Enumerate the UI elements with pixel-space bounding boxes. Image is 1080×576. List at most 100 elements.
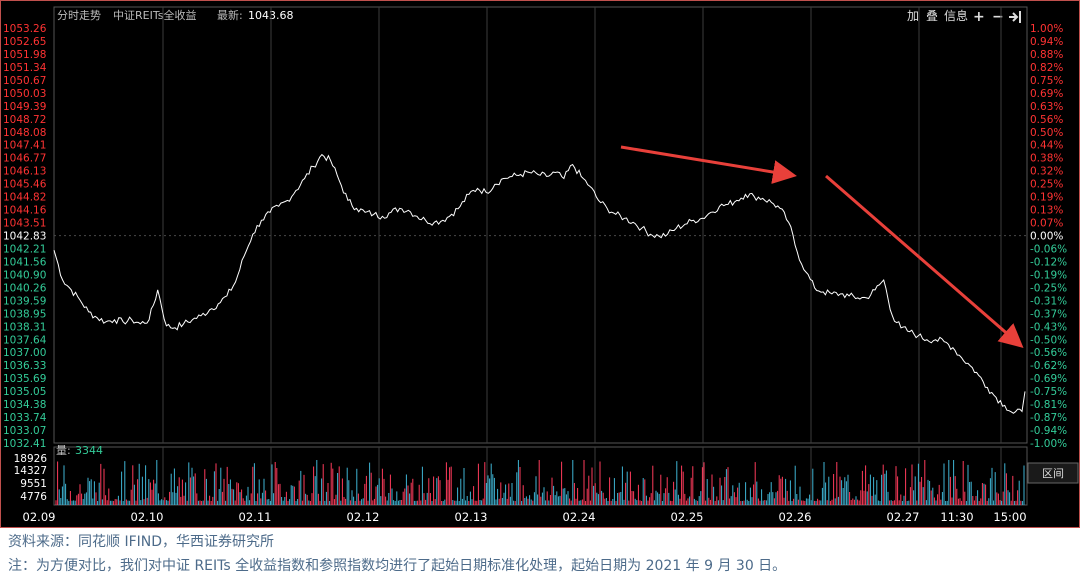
price-tick-label: 1047.41: [3, 140, 46, 152]
price-tick-label: 1046.77: [3, 153, 46, 165]
percent-tick-label: -0.43%: [1030, 321, 1067, 333]
percent-tick-label: -0.31%: [1030, 295, 1067, 307]
percent-tick-label: 0.19%: [1030, 192, 1063, 204]
percent-tick-label: -0.87%: [1030, 412, 1067, 424]
percent-tick-label: -0.25%: [1030, 282, 1067, 294]
percent-tick-label: -0.62%: [1030, 360, 1067, 372]
time-tick-label: 02.13: [455, 510, 488, 524]
volume-tick-label: 9551: [20, 478, 47, 490]
exit-arrow-icon[interactable]: [1009, 11, 1021, 23]
trend-arrows: [620, 145, 1024, 348]
price-tick-label: 1036.33: [3, 360, 46, 372]
time-tick-label: 02.26: [779, 510, 812, 524]
percent-tick-label: -0.81%: [1030, 399, 1067, 411]
price-tick-label: 1039.59: [3, 295, 46, 307]
price-tick-label: 1053.26: [3, 23, 47, 35]
volume-tick-label: 18926: [14, 453, 48, 465]
price-tick-label: 1035.05: [3, 386, 46, 398]
percent-tick-label: -0.19%: [1030, 269, 1067, 281]
percent-axis: 1.00%0.94%0.88%0.82%0.75%0.69%0.63%0.56%…: [1030, 23, 1067, 450]
time-tick-label: 02.25: [671, 510, 704, 524]
volume-tick-label: 14327: [14, 465, 47, 477]
time-tick-label: 02.12: [347, 510, 380, 524]
volume-bars: [55, 460, 1025, 505]
price-tick-label: 1037.00: [3, 347, 46, 359]
price-tick-label: 1041.56: [3, 256, 47, 268]
percent-tick-label: 0.94%: [1030, 36, 1063, 48]
percent-tick-label: -0.94%: [1030, 425, 1067, 437]
percent-tick-label: 0.82%: [1030, 62, 1063, 74]
percent-tick-label: 1.00%: [1030, 23, 1063, 35]
price-tick-label: 1044.16: [3, 205, 47, 217]
price-tick-label: 1033.07: [3, 425, 46, 437]
percent-tick-label: 0.13%: [1030, 205, 1063, 217]
price-line: [53, 153, 1026, 414]
price-tick-label: 1040.90: [3, 269, 46, 281]
percent-tick-label: -0.56%: [1030, 347, 1067, 359]
intraday-chart[interactable]: 分时走势 中证REITs全收益 最新: 1043.68 加 叠 信息 + − 1…: [1, 1, 1079, 527]
percent-tick-label: 0.75%: [1030, 75, 1063, 87]
percent-tick-label: 0.00%: [1030, 231, 1063, 243]
price-tick-label: 1048.08: [3, 127, 46, 139]
percent-tick-label: 0.88%: [1030, 49, 1063, 61]
overlay-button[interactable]: 叠: [926, 9, 938, 23]
price-tick-label: 1032.41: [3, 438, 46, 450]
percent-tick-label: 0.69%: [1030, 88, 1063, 100]
price-tick-label: 1034.38: [3, 399, 46, 411]
percent-tick-label: 0.63%: [1030, 101, 1063, 113]
mode-label: 分时走势: [57, 9, 101, 22]
percent-tick-label: -1.00%: [1030, 438, 1067, 450]
price-tick-label: 1052.65: [3, 36, 46, 48]
price-tick-label: 1042.83: [3, 231, 46, 243]
trend-arrow: [825, 174, 1024, 348]
price-tick-label: 1045.46: [3, 179, 47, 191]
volume-value: 3344: [75, 444, 103, 457]
index-name: 中证REITs全收益: [113, 8, 196, 22]
interval-button-label[interactable]: 区间: [1042, 467, 1064, 480]
price-axis: 1053.261052.651051.981051.341050.671050.…: [3, 23, 47, 450]
time-tick-label: 15:00: [993, 510, 1026, 524]
percent-tick-label: 0.25%: [1030, 179, 1063, 191]
time-tick-label: 02.27: [887, 510, 920, 524]
time-tick-label: 02.10: [131, 510, 164, 524]
percent-tick-label: -0.69%: [1030, 373, 1067, 385]
info-button[interactable]: 信息: [944, 8, 968, 23]
volume-panel: 量: 3344 区间: [56, 444, 1079, 484]
price-line-layer: [53, 153, 1026, 414]
price-tick-label: 1051.34: [3, 62, 47, 74]
price-tick-label: 1049.39: [3, 101, 46, 113]
footnote: 注：为方便对比，我们对中证 REITs 全收益指数和参照指数均进行了起始日期标准…: [8, 558, 787, 574]
percent-tick-label: 0.50%: [1030, 127, 1063, 139]
chart-header: 分时走势 中证REITs全收益 最新: 1043.68: [57, 8, 294, 22]
zoom-in-button[interactable]: +: [973, 9, 985, 25]
percent-tick-label: -0.06%: [1030, 243, 1067, 255]
percent-tick-label: -0.75%: [1030, 386, 1067, 398]
price-tick-label: 1038.95: [3, 308, 46, 320]
percent-tick-label: 0.44%: [1030, 140, 1063, 152]
time-tick-label: 02.09: [23, 510, 56, 524]
time-tick-label: 11:30: [940, 510, 973, 524]
price-tick-label: 1035.69: [3, 373, 46, 385]
percent-tick-label: 0.32%: [1030, 166, 1063, 178]
price-tick-label: 1042.21: [3, 243, 46, 255]
price-plot-border: [53, 6, 1028, 444]
price-tick-label: 1046.13: [3, 166, 46, 178]
add-button[interactable]: 加: [907, 9, 919, 23]
chart-toolbar: 加 叠 信息 + −: [907, 8, 1021, 25]
price-tick-label: 1038.31: [3, 321, 46, 333]
percent-tick-label: -0.12%: [1030, 256, 1067, 268]
percent-tick-label: -0.37%: [1030, 308, 1067, 320]
source-note: 资料来源：同花顺 IFIND，华西证券研究所: [8, 534, 275, 550]
volume-plot-border: [53, 446, 1028, 506]
percent-tick-label: 0.56%: [1030, 114, 1063, 126]
price-tick-label: 1043.51: [3, 218, 46, 230]
zoom-out-button[interactable]: −: [992, 9, 1004, 25]
percent-tick-label: 0.07%: [1030, 218, 1063, 230]
percent-tick-label: -0.50%: [1030, 334, 1067, 346]
latest-label: 最新:: [217, 8, 243, 22]
price-tick-label: 1040.26: [3, 282, 47, 294]
percent-tick-label: 0.38%: [1030, 153, 1063, 165]
interval-button[interactable]: [1027, 462, 1079, 484]
price-tick-label: 1044.82: [3, 192, 46, 204]
